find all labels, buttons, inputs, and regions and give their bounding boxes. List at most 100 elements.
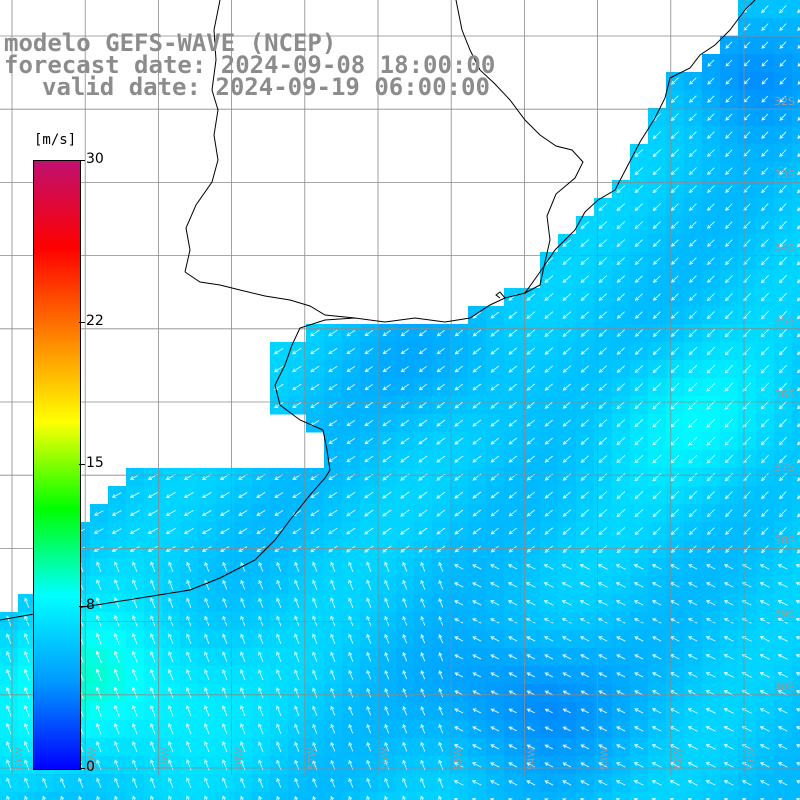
wind-arrow [240, 615, 246, 626]
wind-arrow [150, 795, 155, 800]
wind-arrow [634, 365, 643, 373]
latitude-label: 34S [774, 241, 795, 254]
wind-arrow [688, 329, 697, 338]
wind-arrow [454, 401, 464, 409]
wind-arrow [400, 419, 410, 427]
wind-arrow [453, 744, 464, 750]
wind-arrow [634, 636, 644, 642]
wind-arrow [688, 418, 698, 428]
wind-arrow [294, 669, 300, 681]
wind-arrow [147, 528, 158, 534]
wind-arrow [454, 365, 463, 373]
wind-arrow [797, 98, 800, 103]
wind-arrow [472, 726, 482, 732]
wind-arrow [688, 347, 698, 356]
wind-arrow [616, 545, 626, 554]
wind-arrow [292, 492, 302, 499]
wind-arrow [652, 203, 661, 212]
longitude-label: 51W [746, 747, 757, 770]
wind-arrow [294, 795, 299, 800]
wind-arrow [670, 203, 679, 211]
wind-arrow [598, 509, 608, 518]
wind-arrow [114, 632, 120, 645]
wind-arrow [454, 491, 464, 499]
wind-arrow [544, 365, 554, 373]
wind-arrow [760, 275, 769, 284]
wind-arrow [723, 744, 734, 750]
wind-arrow [508, 636, 518, 642]
wind-arrow [420, 723, 426, 734]
wind-arrow [777, 636, 788, 642]
wind-arrow [165, 492, 176, 499]
wind-arrow [526, 437, 535, 445]
wind-arrow [348, 795, 353, 800]
wind-arrow [777, 744, 788, 750]
wind-arrow [312, 723, 318, 734]
wind-arrow [454, 726, 464, 732]
wind-arrow [616, 527, 626, 536]
wind-arrow [725, 527, 733, 535]
wind-cell [666, 792, 685, 800]
wind-arrow [725, 239, 733, 247]
wind-arrow [186, 579, 192, 590]
wind-arrow [689, 221, 697, 229]
wind-arrow [420, 741, 426, 752]
wind-arrow [472, 329, 482, 337]
wind-arrow [132, 795, 137, 800]
wind-arrow [598, 636, 608, 642]
wind-arrow [382, 366, 391, 373]
wind-arrow [526, 636, 536, 642]
title-valid-date: valid date: 2024-09-19 06:00:00 [42, 73, 490, 101]
wind-arrow [707, 113, 715, 121]
wind-arrow [706, 293, 715, 302]
wind-arrow [150, 704, 156, 717]
title-forecast-date: forecast date: 2024-09-08 18:00:00 [4, 51, 496, 79]
wind-arrow [402, 651, 408, 662]
wind-arrow [562, 419, 571, 427]
wind-arrow [562, 762, 572, 768]
wind-arrow [150, 633, 156, 645]
wind-arrow [616, 690, 626, 696]
wind-arrow [544, 690, 553, 696]
wind-arrow [598, 437, 608, 445]
wind-cell [450, 792, 469, 800]
wind-arrow [238, 492, 248, 499]
wind-arrow [132, 632, 138, 645]
wind-arrow [312, 579, 318, 590]
wind-cell [792, 72, 800, 91]
wind-arrow [526, 491, 535, 499]
wind-arrow [562, 491, 571, 499]
wind-arrow [795, 636, 800, 640]
wind-arrow [418, 545, 428, 553]
wind-cell [720, 792, 739, 800]
wind-arrow [508, 780, 518, 786]
wind-arrow [220, 492, 230, 499]
wind-arrow [652, 275, 661, 283]
wind-arrow [366, 615, 372, 626]
wind-arrow [761, 167, 769, 176]
wind-arrow [400, 329, 409, 337]
wind-arrow [778, 256, 787, 266]
wind-arrow [652, 436, 662, 446]
wind-arrow [760, 257, 769, 266]
wind-arrow [598, 672, 608, 678]
wind-arrow [598, 311, 607, 319]
wind-arrow [222, 669, 228, 681]
wind-arrow [348, 633, 354, 644]
wind-arrow [688, 491, 697, 500]
wind-arrow [402, 561, 408, 572]
wind-arrow [276, 579, 282, 590]
wind-arrow [454, 347, 463, 355]
wind-arrow [490, 726, 500, 732]
wind-arrow [670, 509, 679, 518]
wind-cell [792, 144, 800, 163]
wind-arrow [508, 491, 517, 499]
wind-arrow [454, 672, 464, 678]
wind-arrow [761, 473, 769, 482]
wind-arrow [723, 780, 734, 786]
wind-arrow [402, 688, 408, 698]
wind-arrow [168, 686, 174, 699]
wind-arrow [561, 636, 572, 642]
wind-arrow [436, 383, 445, 391]
wind-arrow [328, 329, 338, 337]
